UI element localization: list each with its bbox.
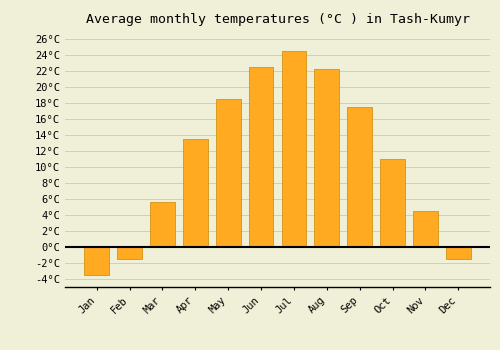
- Bar: [314, 69, 339, 247]
- Bar: [446, 247, 470, 259]
- Bar: [183, 139, 208, 247]
- Bar: [150, 202, 174, 247]
- Bar: [413, 211, 438, 247]
- Bar: [380, 159, 405, 247]
- Bar: [348, 107, 372, 247]
- Bar: [216, 99, 240, 247]
- Bar: [248, 68, 274, 247]
- Bar: [84, 247, 109, 275]
- Title: Average monthly temperatures (°C ) in Tash-Kumyr: Average monthly temperatures (°C ) in Ta…: [86, 13, 469, 26]
- Bar: [117, 247, 142, 259]
- Bar: [282, 51, 306, 247]
